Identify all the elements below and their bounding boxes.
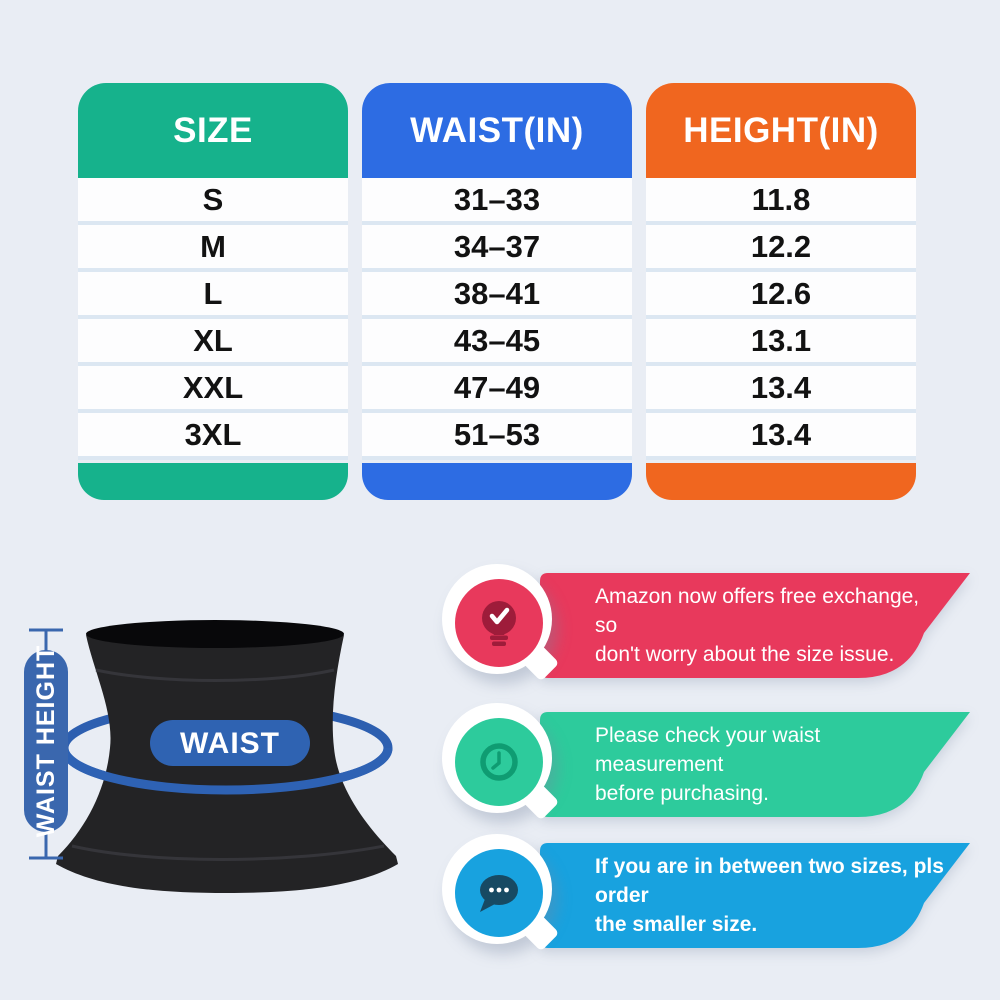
waist-trainer-diagram: WAIST WAIST HEIGHT [24,620,398,893]
chat-dots-icon [455,849,543,937]
waist-column-footer [362,463,632,500]
bottom-seam-line [71,844,385,861]
height-cell: 13.4 [646,366,916,413]
size-chart-table: SIZE S M L XL XXL 3XL WAIST(IN) 31–33 34… [78,83,916,500]
size-cell: XXL [78,366,348,413]
waist-cell: 43–45 [362,319,632,366]
height-column: HEIGHT(IN) 11.8 12.2 12.6 13.1 13.4 13.4 [646,83,916,500]
icon-badge [442,703,560,821]
top-seam-line [95,668,335,682]
note-text: If you are in between two sizes, pls ord… [595,843,945,948]
height-cell: 12.6 [646,272,916,319]
note-between-sizes: If you are in between two sizes, pls ord… [440,830,1000,960]
size-cell: L [78,272,348,319]
waist-cell: 47–49 [362,366,632,413]
red-ribbon [540,573,970,678]
clock-icon [455,718,543,806]
blue-ribbon [540,843,970,948]
note-line: If you are in between two sizes, pls ord… [595,855,944,907]
waist-height-pill [24,650,68,832]
size-column-header: SIZE [78,83,348,178]
height-column-header: HEIGHT(IN) [646,83,916,178]
height-cell: 12.2 [646,225,916,272]
height-cell: 13.1 [646,319,916,366]
size-cell: S [78,178,348,225]
note-line: don't worry about the size issue. [595,643,895,666]
height-cell: 11.8 [646,178,916,225]
note-text: Please check your waist measurement befo… [595,712,945,817]
icon-badge [442,834,560,952]
waist-cell: 31–33 [362,178,632,225]
note-line: the smaller size. [595,913,758,936]
height-cell: 13.4 [646,413,916,460]
waist-label-pill [150,720,310,766]
size-column: SIZE S M L XL XXL 3XL [78,83,348,500]
size-cell: M [78,225,348,272]
waist-trainer-opening [86,620,344,648]
waist-column: WAIST(IN) 31–33 34–37 38–41 43–45 47–49 … [362,83,632,500]
note-check-measurement: Please check your waist measurement befo… [440,699,1000,829]
size-cell: XL [78,319,348,366]
lightbulb-check-icon [455,579,543,667]
green-ribbon [540,712,970,817]
note-line: Amazon now offers free exchange, so [595,585,920,637]
waist-label: WAIST [180,727,280,760]
waist-band-front-arc [59,747,393,795]
note-free-exchange: Amazon now offers free exchange, so don'… [440,560,1000,690]
waist-column-header: WAIST(IN) [362,83,632,178]
waist-cell: 34–37 [362,225,632,272]
waist-cell: 38–41 [362,272,632,319]
height-column-footer [646,463,916,500]
size-column-footer [78,463,348,500]
size-cell: 3XL [78,413,348,460]
note-line: Please check your waist measurement [595,724,821,776]
note-text: Amazon now offers free exchange, so don'… [595,573,945,678]
note-line: before purchasing. [595,782,769,805]
waist-cell: 51–53 [362,413,632,460]
icon-badge [442,564,560,682]
waist-height-label: WAIST HEIGHT [32,645,60,838]
